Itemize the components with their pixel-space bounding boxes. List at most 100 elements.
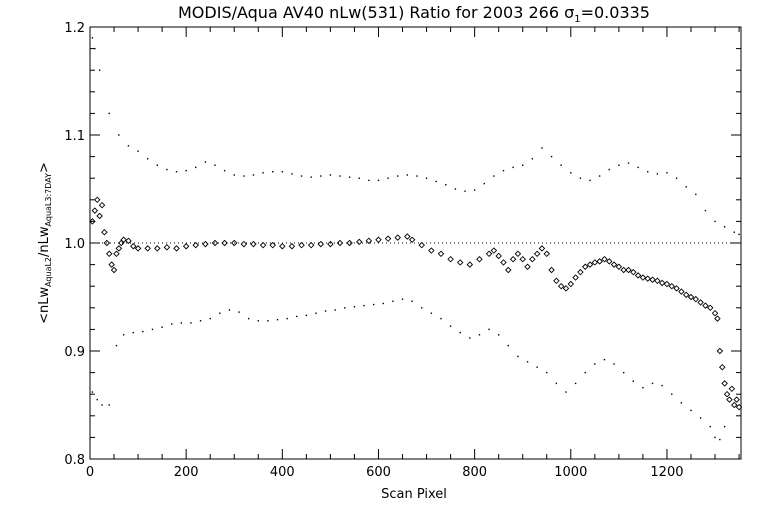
upper-envelope-point [579,177,582,179]
ratio-point [365,237,373,245]
lower-envelope-point [324,310,327,312]
upper-envelope-point [541,147,543,149]
y-tick-label: 1.2 [64,21,85,36]
x-tick-label: 1000 [554,465,587,480]
upper-envelope-point [522,164,524,166]
ratio-point [307,241,315,249]
y-axis-label: <nLwAquaL2/nLwAquaL3:7DAY> [37,162,53,324]
ratio-point [723,390,731,398]
upper-envelope-point [512,166,514,169]
lower-envelope-point [555,382,558,385]
upper-envelope-point [738,233,740,236]
ratio-point [668,282,676,290]
ratio-point [98,201,106,209]
upper-envelope-point [137,150,139,152]
ratio-point [89,218,96,225]
ratio-point [154,245,161,252]
ratio-point [697,299,704,306]
x-axis-label: Scan Pixel [381,487,447,502]
ratio-point [437,250,445,258]
upper-envelope-point [627,162,630,164]
ratio-point [610,261,618,268]
lower-envelope-point [91,391,94,393]
chart-title-subscript: 1 [574,14,580,25]
upper-envelope-point [291,173,293,175]
lower-envelope-point [334,309,336,311]
lower-envelope-point [228,309,231,311]
ratio-point [678,288,685,295]
upper-envelope-point [91,37,94,39]
lower-envelope-point [632,380,635,382]
upper-envelope-point [598,175,601,177]
ratio-point [524,263,531,270]
lower-envelope-point [171,323,173,325]
ratio-point [716,347,724,355]
ratio-point [346,239,353,247]
upper-envelope-point [214,164,216,166]
ratio-point [682,291,690,299]
ratio-point [733,396,740,403]
ratio-point [418,241,425,249]
ratio-point [110,266,118,274]
upper-envelope-point [502,169,505,172]
ratio-point [231,239,238,247]
upper-envelope-point [483,182,485,185]
ratio-point [476,255,483,263]
chart-title-sigma: σ [564,3,574,22]
ratio-point [279,243,286,250]
y-axis-label-close: > [37,162,52,173]
ratio-point [533,250,541,258]
upper-envelope-point [329,174,332,176]
ratio-point [192,241,200,249]
lower-envelope-point [142,330,144,333]
ratio-point [466,261,474,268]
lower-envelope-point [680,402,683,404]
lower-envelope-point [286,317,288,320]
lower-envelope-point [161,326,163,328]
upper-envelope-point [233,174,235,176]
lower-envelope-point [603,358,606,361]
lower-envelope-point [699,417,702,419]
ratio-point [173,245,180,252]
ratio-point [269,241,276,249]
upper-envelope-point [358,177,360,179]
upper-envelope-point [156,164,159,166]
lower-envelope-point [267,320,269,322]
ratio-point [96,212,103,220]
ratio-point [529,255,536,263]
upper-envelope-point [493,175,495,177]
upper-envelope-point [675,177,678,179]
lower-envelope-point [180,322,183,324]
x-tick-label: 200 [174,465,199,480]
ratio-point [562,285,570,292]
ratio-point [644,275,651,282]
upper-envelope-point [397,175,399,177]
lower-envelope-point [661,384,663,387]
ratio-point [538,245,546,252]
ratio-point [577,268,584,276]
upper-envelope-point [685,186,687,188]
upper-envelope-point [94,47,96,50]
ratio-point [375,236,382,243]
ratio-point [719,363,726,371]
upper-envelope-point [320,175,322,177]
lower-envelope-point [190,322,192,324]
lower-envelope-point [276,318,279,321]
lower-envelope-point [132,331,134,334]
ratio-point [240,240,248,248]
upper-envelope-point [243,175,245,177]
ratio-point [721,380,728,387]
ratio-point [567,280,575,288]
ratio-point [356,238,363,246]
upper-envelope-point [175,171,178,173]
upper-envelope-point [348,176,351,178]
ratio-point [625,266,632,274]
upper-envelope-point [560,164,562,166]
upper-envelope-point [223,169,226,172]
lower-envelope-point [115,344,118,347]
ratio-point [500,259,507,266]
y-tick-label: 1.0 [64,237,85,252]
lower-envelope-point [151,328,154,331]
upper-envelope-point [425,177,428,179]
ratio-point [182,243,190,250]
